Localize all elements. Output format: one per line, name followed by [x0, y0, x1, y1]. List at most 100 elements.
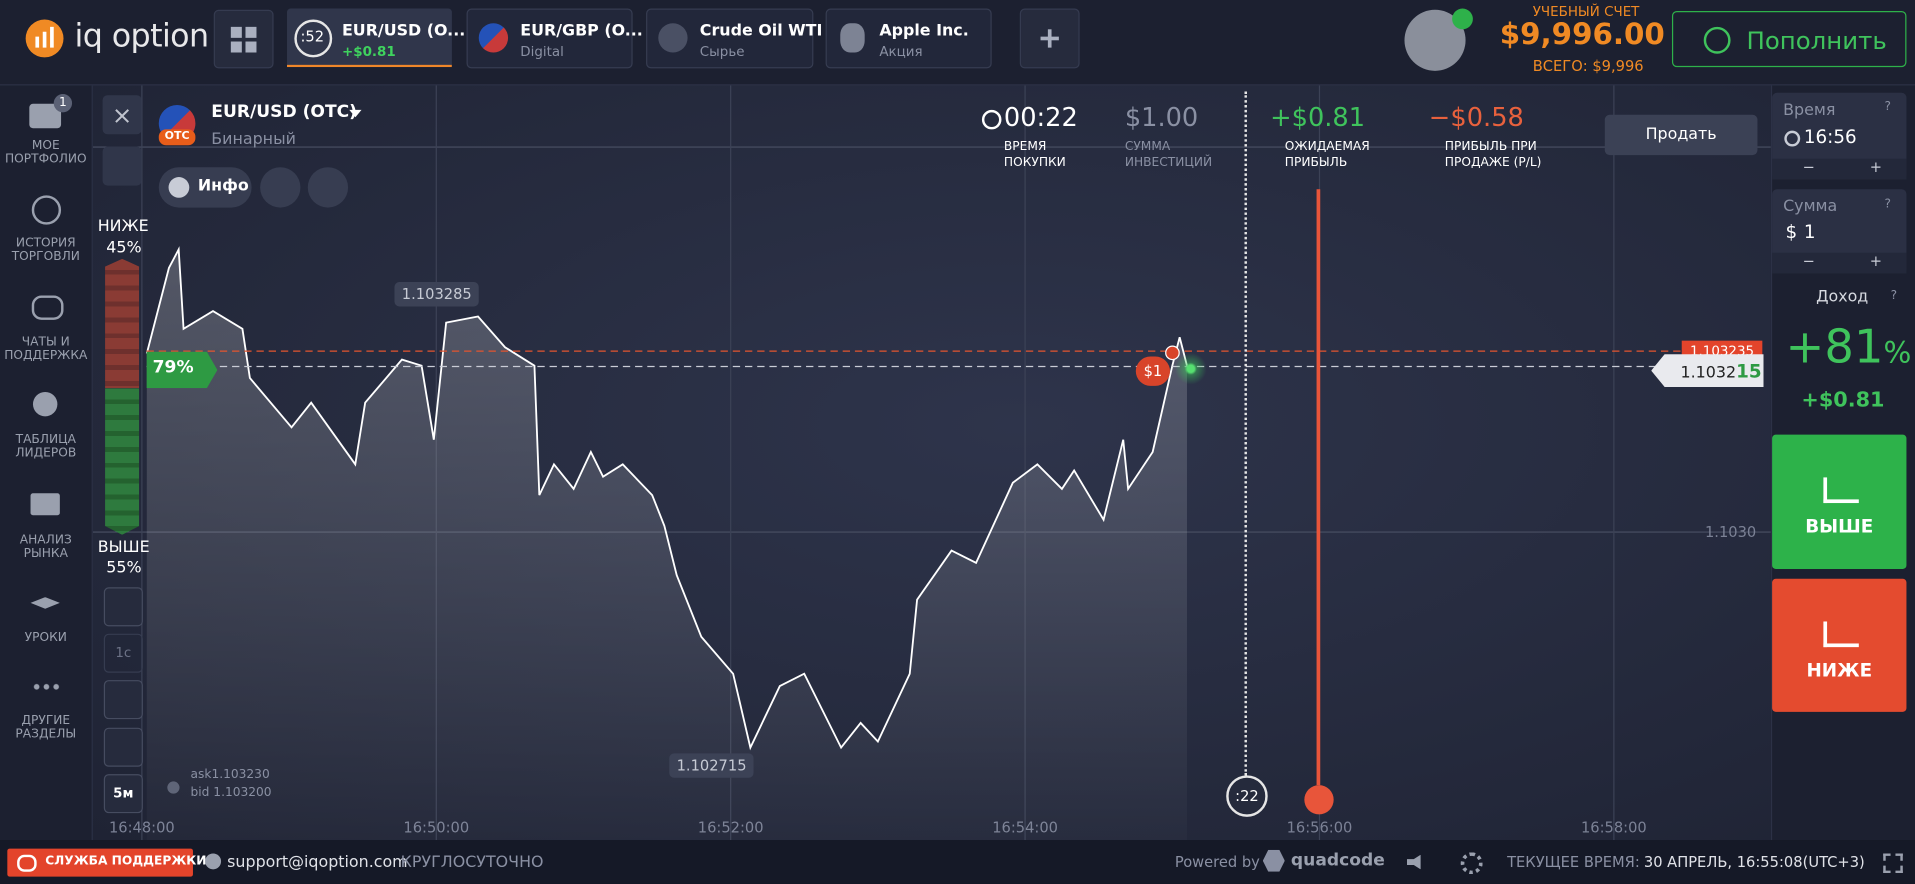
balance[interactable]: $9,996.00 [1499, 17, 1665, 52]
purchase-timer: :22 [1226, 775, 1268, 817]
time-label: Время [1783, 101, 1836, 120]
history-icon[interactable] [31, 195, 62, 225]
footer [0, 840, 1915, 884]
draw-button[interactable] [103, 680, 143, 720]
amount-stepper[interactable]: − + [1772, 252, 1907, 274]
help[interactable]: ? [1884, 197, 1891, 212]
time-value[interactable]: 16:56 [1803, 125, 1857, 148]
ask: ask1.103230 [190, 768, 270, 782]
collapse-button[interactable] [102, 146, 142, 186]
clock-icon [1784, 130, 1801, 147]
support-label[interactable]: СЛУЖБА ПОДДЕРЖКИ [45, 854, 207, 869]
high-label: 1.103285 [394, 282, 480, 307]
tab-name[interactable]: Crude Oil WTI [699, 21, 823, 41]
investment: $1.00 [1124, 102, 1199, 132]
nav-label[interactable]: АНАЛИЗ РЫНКА [19, 533, 72, 561]
logo-text[interactable]: iq option [74, 18, 209, 55]
up-button[interactable]: ВЫШЕ [1772, 434, 1907, 569]
nav-label[interactable]: ДРУГИЕ РАЗДЕЛЫ [15, 714, 77, 742]
chart-type-button[interactable] [103, 587, 143, 627]
help[interactable]: ? [1884, 100, 1891, 114]
sentiment-bar-up [105, 388, 140, 535]
favorite-button[interactable] [307, 167, 349, 208]
hours: КРУГЛОСУТОЧНО [400, 853, 544, 872]
tab-sub: +$0.81 [341, 43, 396, 60]
tab-name[interactable]: Apple Inc. [879, 21, 969, 41]
amount-value[interactable]: 1 [1803, 220, 1816, 243]
help-icon [167, 781, 180, 794]
currency: $ [1785, 220, 1798, 243]
asset-caret[interactable] [349, 109, 362, 118]
nav-label[interactable]: ИСТОРИЯ ТОРГОВЛИ [11, 236, 80, 264]
sentiment-bar-down [105, 258, 140, 389]
deposit-label[interactable]: Пополнить [1746, 25, 1887, 55]
x-tick-label: 16:58:00 [1581, 820, 1647, 837]
close-button[interactable]: × [102, 95, 142, 135]
time-stepper[interactable]: − + [1772, 158, 1907, 180]
low-label: 1.102715 [669, 753, 754, 778]
down-label[interactable]: НИЖЕ [1806, 659, 1873, 682]
nav-label[interactable]: ТАБЛИЦА ЛИДЕРОВ [15, 433, 77, 461]
lower-label: НИЖЕ [97, 217, 149, 236]
purchase-time-label: ВРЕМЯ ПОКУПКИ [1003, 140, 1066, 170]
verified-badge [1452, 8, 1473, 30]
lessons-icon[interactable] [30, 597, 60, 609]
more-icon[interactable] [31, 683, 62, 690]
bet-pin [1165, 345, 1180, 361]
price-glow [1174, 352, 1207, 385]
powered-by: Powered by [1174, 853, 1260, 871]
y-tick-label: 1.1030 [1705, 524, 1756, 541]
up-label[interactable]: ВЫШЕ [1805, 515, 1874, 538]
tab-sub: Digital [520, 43, 564, 60]
down-button[interactable]: НИЖЕ [1772, 578, 1907, 712]
asset-name[interactable]: EUR/USD (OTC) [211, 102, 357, 123]
add-tab[interactable] [1019, 8, 1080, 69]
settings-button[interactable] [1460, 852, 1483, 875]
fullscreen-button[interactable] [1883, 853, 1903, 874]
help-icon [205, 853, 222, 870]
payout: 79% [152, 357, 194, 378]
price-main: 1.1032 [1680, 363, 1737, 383]
income-value: +$0.81 [1801, 388, 1885, 413]
current-price: 1.103215 [1681, 360, 1762, 382]
analysis-icon[interactable] [30, 493, 60, 516]
asset-tab[interactable] [466, 8, 633, 69]
support-button[interactable]: СЛУЖБА ПОДДЕРЖКИ [7, 848, 206, 877]
nav-label[interactable]: УРОКИ [24, 631, 67, 645]
tab-name[interactable]: EUR/USD (O... [341, 21, 466, 41]
lower-percent: 45% [106, 239, 142, 258]
chat-icon[interactable] [31, 295, 64, 320]
sell-button[interactable]: Продать [1604, 114, 1758, 156]
logo-icon[interactable] [25, 19, 64, 58]
indicator-button[interactable] [103, 727, 143, 767]
investment-label: СУММА ИНВЕСТИЦИЙ [1124, 140, 1213, 170]
expected-profit: +$0.81 [1270, 102, 1366, 132]
brand: quadcode [1290, 851, 1385, 871]
info-label[interactable]: Инфо [197, 177, 249, 196]
alert-button[interactable] [260, 167, 301, 208]
info-button[interactable]: Инфо [158, 167, 252, 208]
stopwatch-icon [981, 109, 1002, 130]
help[interactable]: ? [1890, 289, 1898, 303]
expected-profit-label: ОЖИДАЕМАЯ ПРИБЫЛЬ [1284, 140, 1370, 170]
purchase-line [1244, 91, 1247, 776]
email[interactable]: support@iqoption.com [227, 853, 408, 872]
leader-icon[interactable] [32, 391, 58, 417]
current-price-tag [1651, 354, 1764, 388]
nav-label[interactable]: МОЕ ПОРТФОЛИО [4, 139, 87, 167]
higher-label: ВЫШЕ [97, 538, 150, 557]
nav-label[interactable]: ЧАТЫ И ПОДДЕРЖКА [4, 335, 88, 363]
deposit-button[interactable]: Пополнить [1671, 10, 1907, 68]
tab-name[interactable]: EUR/GBP (O... [520, 21, 643, 41]
bid: bid 1.103200 [190, 786, 272, 800]
quadcode-logo [1262, 849, 1285, 872]
grid-button[interactable] [213, 9, 274, 69]
timeframe-button[interactable]: 1с [103, 633, 143, 673]
period-button[interactable]: 5м [103, 774, 143, 814]
tab-icon [840, 23, 865, 53]
tab-timer: :52 [300, 28, 325, 46]
tab-sub: Акция [879, 43, 923, 60]
price-tail: 15 [1736, 360, 1762, 383]
higher-percent: 55% [106, 559, 142, 578]
